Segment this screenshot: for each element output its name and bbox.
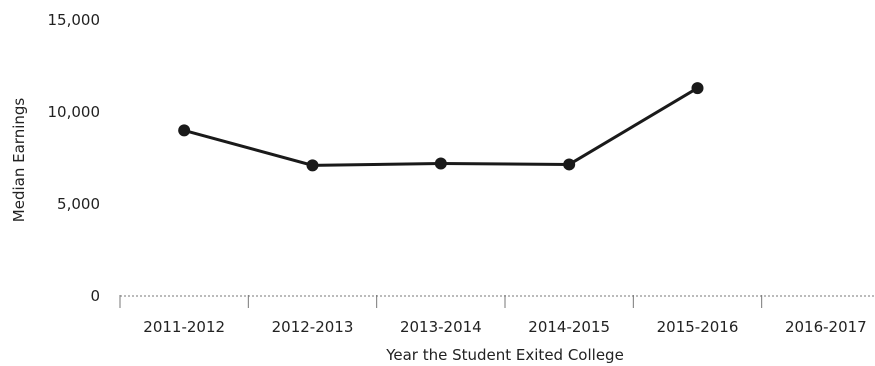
y-tick-label: 0 — [90, 287, 100, 305]
x-tick-label: 2014-2015 — [528, 318, 610, 336]
data-point[interactable] — [691, 82, 704, 95]
x-tick-label: 2012-2013 — [272, 318, 354, 336]
x-tick-label: 2015-2016 — [657, 318, 739, 336]
data-point[interactable] — [434, 157, 447, 170]
y-axis-ticks: 0 5,000 10,000 15,000 — [48, 11, 101, 305]
x-axis-title: Year the Student Exited College — [385, 346, 624, 364]
y-tick-label: 15,000 — [48, 11, 101, 29]
x-tick-label: 2013-2014 — [400, 318, 482, 336]
y-tick-label: 10,000 — [48, 103, 101, 121]
data-point[interactable] — [563, 158, 576, 171]
x-axis: 2011-2012 2012-2013 2013-2014 2014-2015 2015… — [119, 295, 875, 336]
data-point[interactable] — [178, 124, 191, 137]
series-line — [183, 86, 699, 167]
x-tick-label: 2016-2017 — [785, 318, 867, 336]
data-point[interactable] — [306, 159, 319, 172]
x-tick-label: 2011-2012 — [143, 318, 225, 336]
series-layer — [178, 82, 704, 172]
y-tick-label: 5,000 — [57, 195, 100, 213]
y-axis-title: Median Earnings — [10, 98, 28, 223]
